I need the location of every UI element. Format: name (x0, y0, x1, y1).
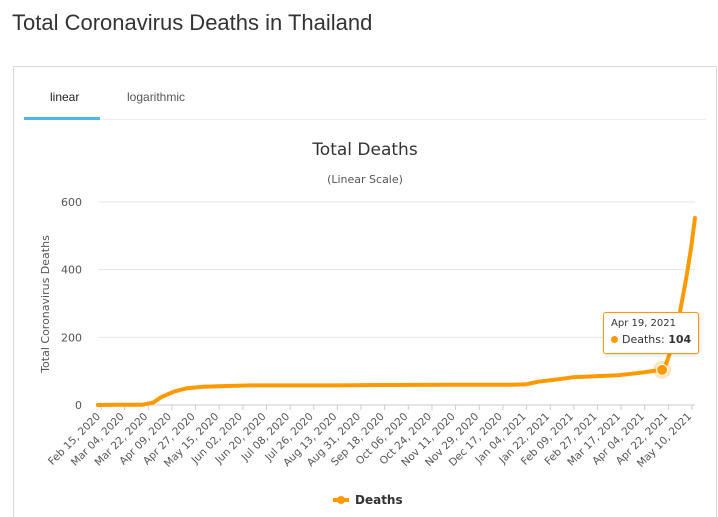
tooltip-row: Deaths: 104 (611, 333, 691, 346)
legend-marker (337, 496, 345, 504)
chart-title: Total Deaths (311, 140, 418, 160)
chart-subtitle: (Linear Scale) (327, 173, 403, 186)
chart-tooltip: Apr 19, 2021 Deaths: 104 (603, 312, 699, 354)
active-tab-indicator (24, 117, 100, 120)
legend-label: Deaths (355, 493, 403, 507)
tooltip-date: Apr 19, 2021 (611, 318, 677, 329)
y-tick-label: 400 (61, 264, 82, 277)
tooltip-series-dot (611, 335, 618, 343)
tab-linear[interactable]: linear (50, 90, 80, 104)
y-tick-label: 600 (61, 196, 82, 209)
tab-logarithmic[interactable]: logarithmic (127, 90, 186, 104)
series-line-deaths (96, 215, 697, 407)
y-tick-label: 200 (61, 331, 82, 344)
scale-tabs: linear logarithmic (24, 87, 706, 120)
y-axis-title: Total Coronavirus Deaths (39, 235, 52, 374)
tooltip-value: 104 (668, 333, 692, 346)
tooltip-series-label: Deaths: (622, 333, 665, 346)
chart-panel: linear logarithmic (13, 66, 717, 517)
highlight-point (656, 363, 669, 376)
page-title: Total Coronavirus Deaths in Thailand (12, 10, 373, 35)
y-tick-label: 0 (75, 399, 82, 412)
